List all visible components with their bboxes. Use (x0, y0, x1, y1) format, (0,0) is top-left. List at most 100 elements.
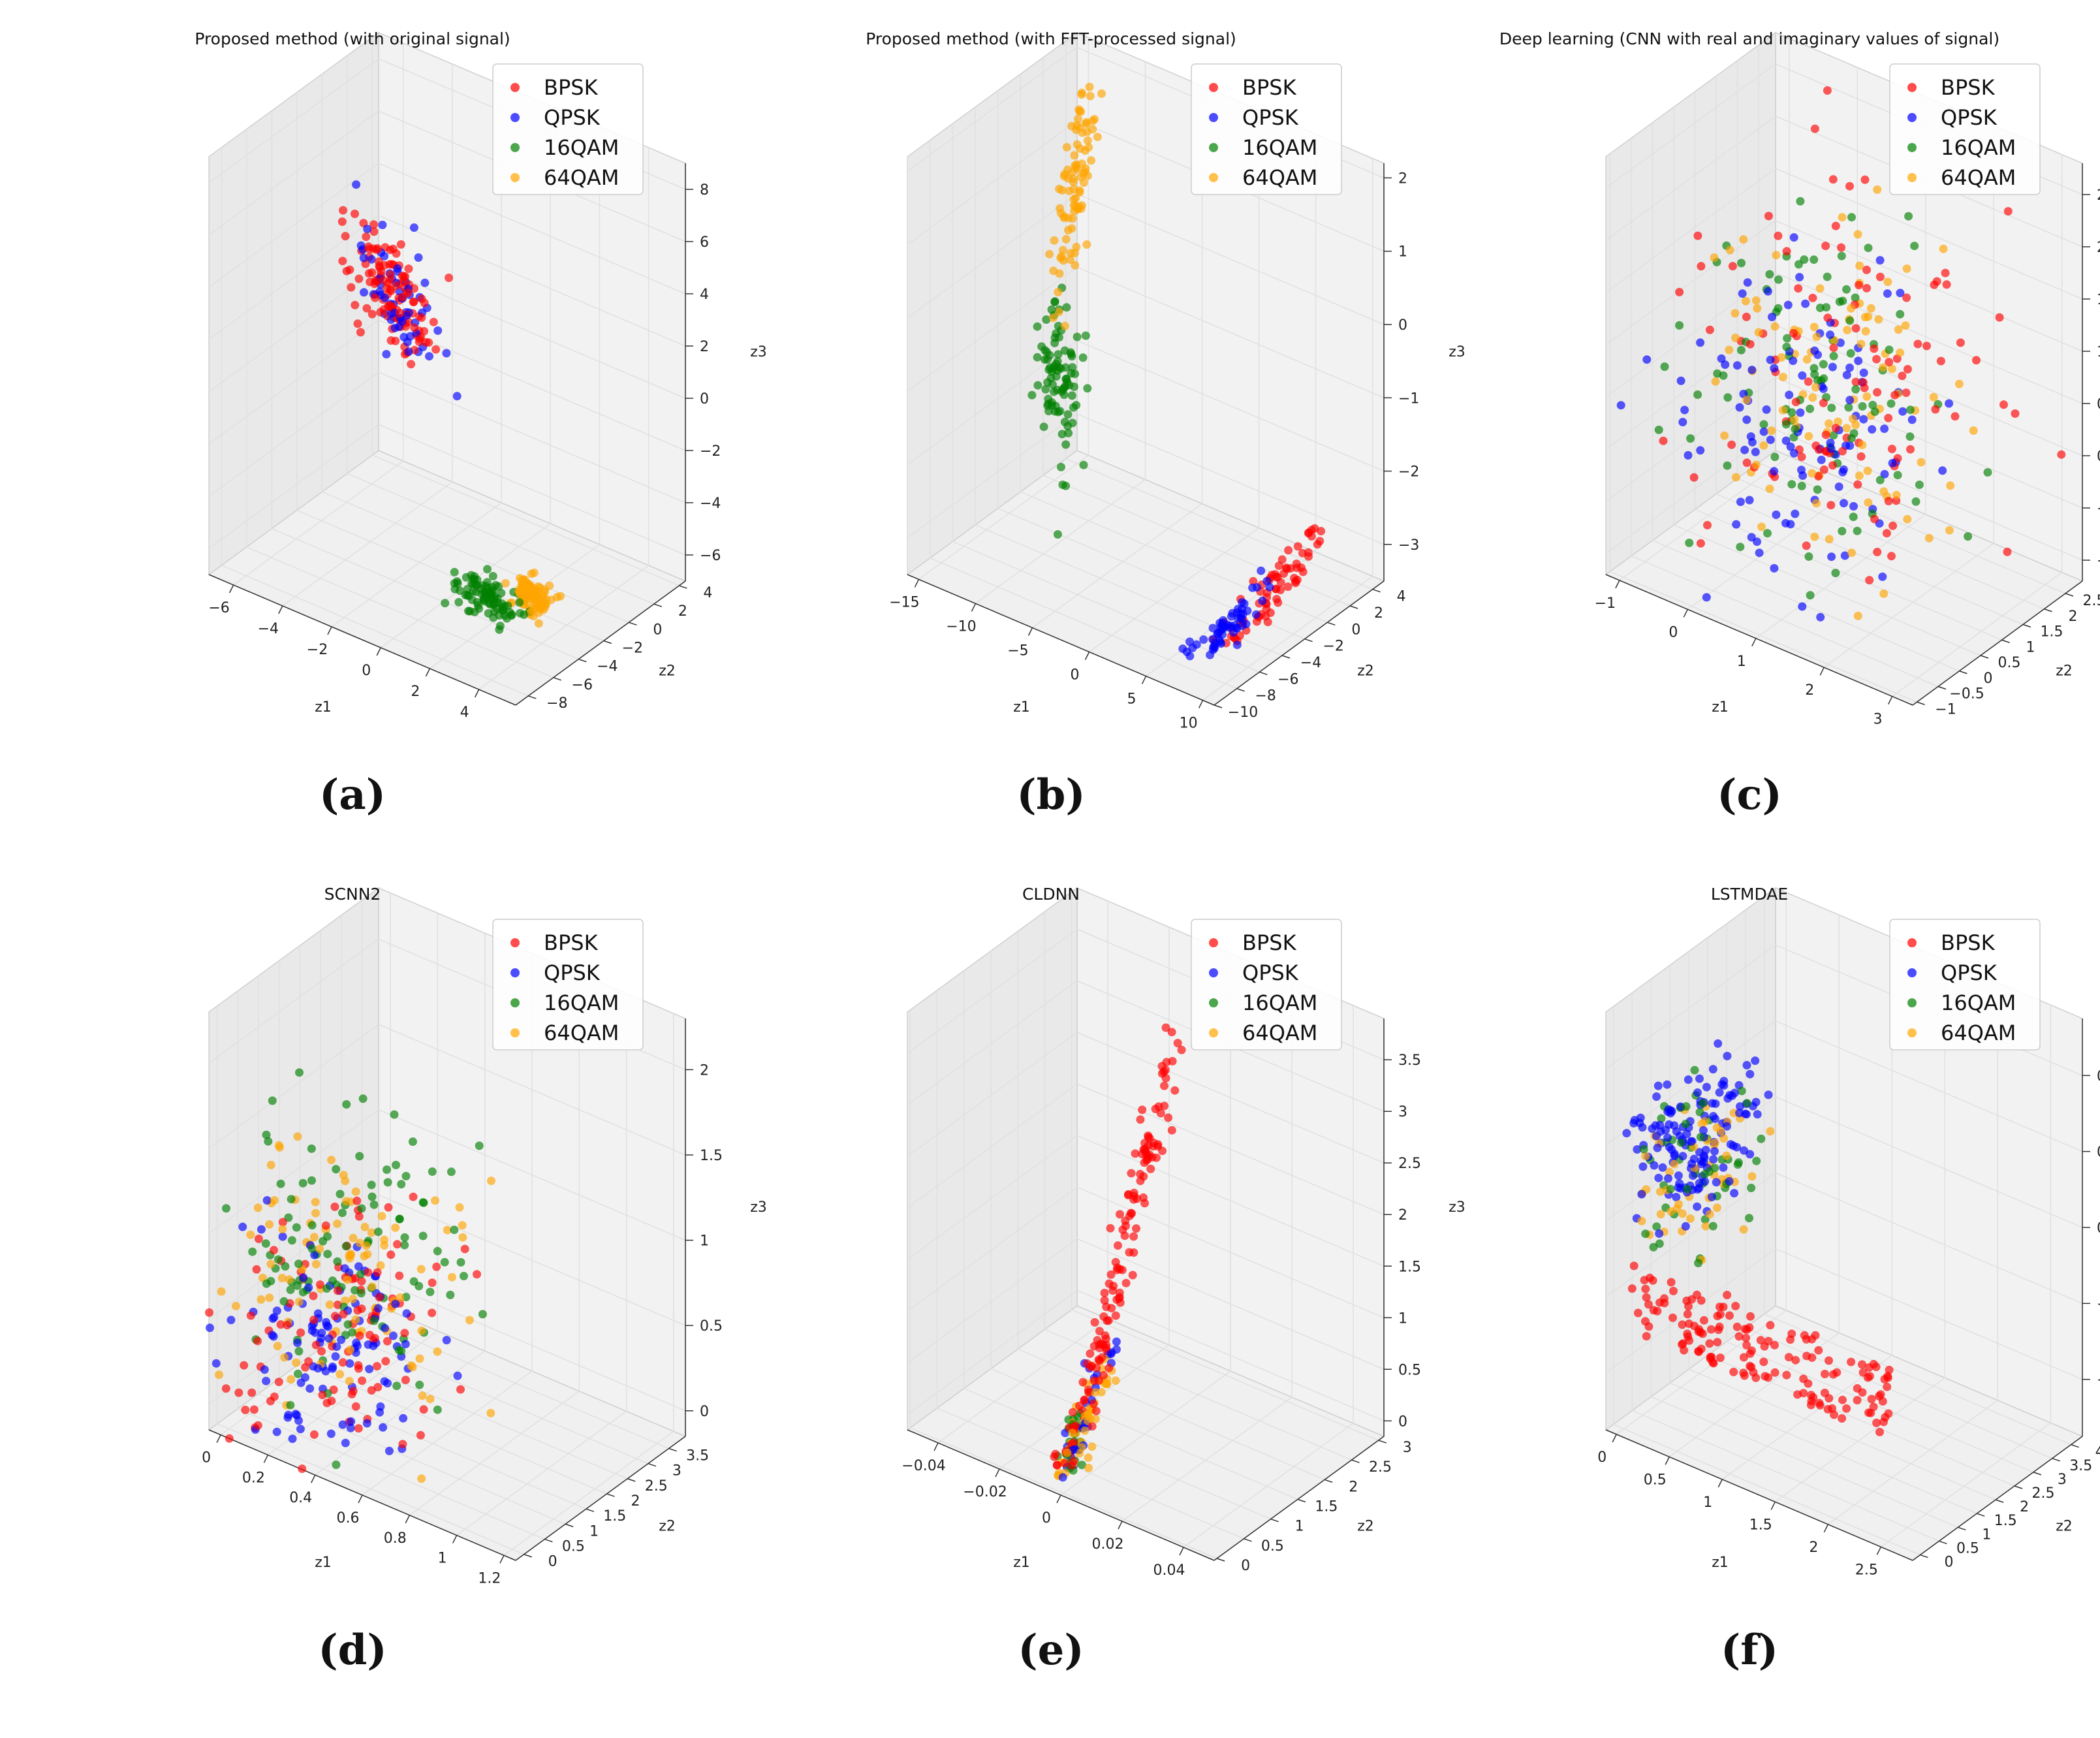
y-tick-mark (2071, 1444, 2079, 1448)
point-bpsk (1114, 1241, 1122, 1250)
point-qpsk (1710, 1146, 1719, 1156)
point-bpsk (1713, 1338, 1722, 1347)
z-tick-label: 0 (2097, 449, 2100, 465)
point-qpsk (304, 1283, 313, 1292)
point-16qam (392, 1382, 401, 1391)
x-tick-mark (358, 1494, 363, 1504)
point-16qam (1759, 420, 1768, 429)
point-bpsk (368, 309, 377, 319)
point-bpsk (338, 1358, 347, 1367)
z-tick-label: −4 (700, 496, 721, 512)
point-qpsk (1791, 509, 1800, 518)
point-16qam (470, 607, 479, 616)
z-gridline (208, 424, 686, 556)
point-16qam (294, 1347, 304, 1356)
point-qpsk (324, 1334, 334, 1343)
point-qpsk (1751, 447, 1760, 456)
x-gridline (503, 1013, 674, 1556)
point-bpsk (1936, 356, 1945, 366)
point-16qam (446, 1290, 455, 1299)
point-qpsk (1883, 289, 1892, 298)
point-qpsk (1689, 1171, 1697, 1180)
point-bpsk (1629, 1261, 1638, 1271)
point-qpsk (1661, 1126, 1670, 1135)
x-tick-label: 10 (1180, 716, 1198, 732)
point-64qam (1080, 1426, 1089, 1435)
point-64qam (1855, 471, 1864, 481)
z-gridline (208, 371, 686, 503)
z-tick-label: 2 (1398, 1207, 1407, 1224)
point-bpsk (379, 276, 388, 285)
point-64qam (1069, 174, 1078, 183)
point-64qam (345, 1376, 354, 1385)
legend-entry-16qam: 16QAM (1941, 135, 2016, 160)
z-gridline (907, 1238, 1385, 1370)
point-64qam (1739, 1225, 1748, 1234)
point-bpsk (1802, 541, 1811, 550)
point-16qam (1851, 293, 1860, 302)
point-bpsk (1649, 1306, 1658, 1315)
x-gridline (1827, 982, 1999, 1525)
point-qpsk (1240, 599, 1249, 608)
point-16qam (298, 1178, 307, 1188)
point-qpsk (324, 1322, 333, 1331)
point-16qam (447, 1167, 456, 1177)
x-axis-label: z1 (1712, 1555, 1729, 1571)
point-bpsk (321, 1221, 330, 1230)
point-64qam (315, 1244, 324, 1254)
point-64qam (1825, 535, 1834, 544)
point-qpsk (1719, 1163, 1728, 1172)
point-bpsk (1942, 280, 1951, 289)
data-points (205, 1068, 495, 1483)
point-16qam (486, 590, 495, 599)
y-tick-mark (586, 1508, 595, 1512)
point-64qam (1088, 1442, 1097, 1451)
x-gridline (282, 64, 453, 607)
point-qpsk (346, 1423, 355, 1432)
point-16qam (1723, 393, 1732, 402)
point-qpsk (1675, 1179, 1684, 1188)
point-bpsk (2003, 207, 2013, 216)
point-64qam (363, 1250, 372, 1259)
point-bpsk (253, 1421, 262, 1430)
x-tick-label: 0 (1669, 624, 1678, 640)
point-bpsk (1791, 1355, 1800, 1365)
y-tick-label: 0 (1984, 671, 1993, 687)
legend-entry-64qam: 64QAM (1242, 165, 1317, 190)
z-tick-label: 3.5 (1398, 1052, 1421, 1069)
point-bpsk (1825, 1394, 1834, 1403)
point-16qam (473, 575, 482, 584)
point-bpsk (1766, 1321, 1775, 1330)
y-tick-mark (2065, 593, 2074, 597)
point-16qam (1736, 345, 1746, 355)
point-bpsk (1761, 1372, 1770, 1381)
legend-entry-qpsk: QPSK (544, 960, 601, 985)
point-16qam (1829, 431, 1838, 440)
point-qpsk (1228, 608, 1237, 618)
point-16qam (268, 1096, 277, 1105)
point-16qam (1042, 315, 1051, 324)
point-bpsk (351, 1402, 360, 1411)
point-bpsk (1164, 1113, 1173, 1122)
point-bpsk (1931, 405, 1940, 414)
point-qpsk (317, 1334, 326, 1343)
y-tick-label: 2.5 (2083, 593, 2100, 609)
point-16qam (433, 1246, 442, 1256)
point-bpsk (429, 317, 438, 326)
point-16qam (480, 588, 489, 597)
x-tick-label: −2 (307, 642, 328, 658)
point-16qam (1964, 532, 1973, 541)
x-axis-line (208, 574, 516, 706)
point-qpsk (399, 1414, 408, 1423)
point-64qam (1862, 392, 1872, 401)
point-16qam (1639, 1145, 1648, 1154)
point-bpsk (1845, 182, 1854, 191)
x-tick-mark (405, 1515, 410, 1524)
point-bpsk (1713, 1312, 1722, 1321)
point-bpsk (1872, 355, 1881, 364)
point-bpsk (1829, 343, 1838, 353)
point-64qam (1790, 415, 1799, 424)
point-qpsk (1699, 1126, 1708, 1135)
point-64qam (1810, 323, 1819, 332)
point-qpsk (1878, 572, 1887, 581)
